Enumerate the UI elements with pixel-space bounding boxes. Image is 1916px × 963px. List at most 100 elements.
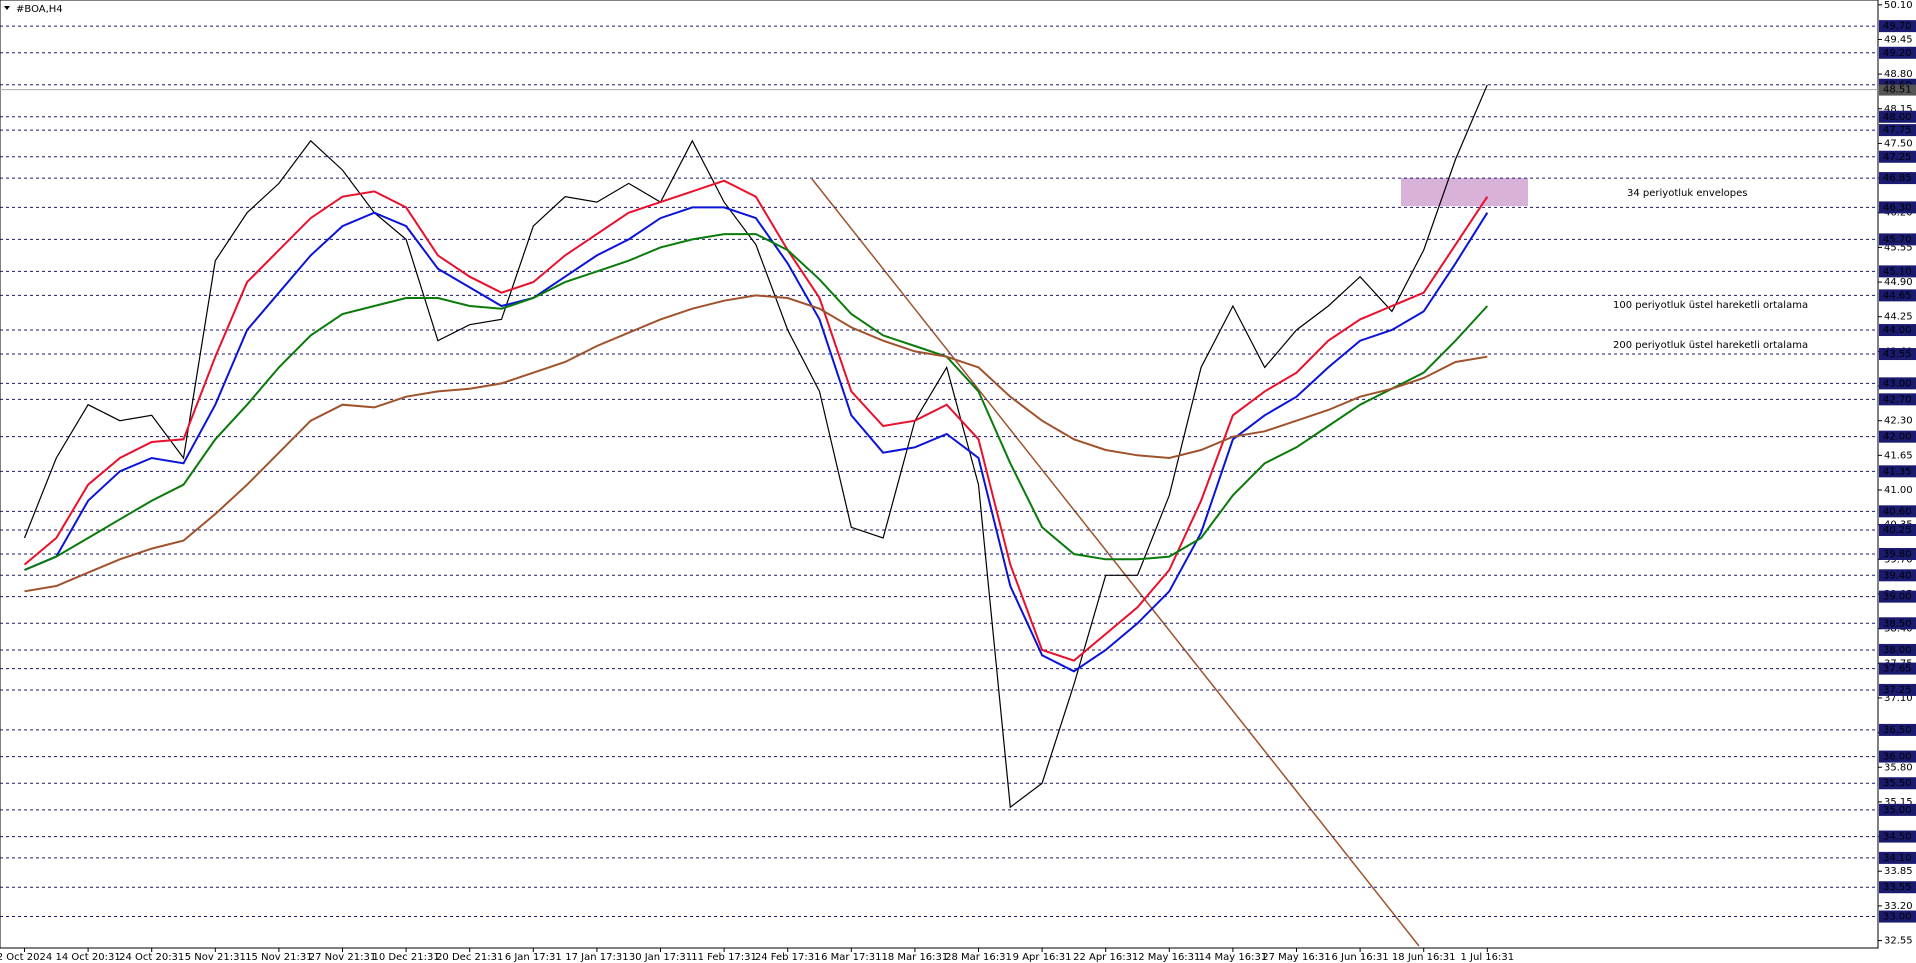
level-label: 49.20 [1883,48,1912,59]
y-tick-label: 41.65 [1884,450,1913,461]
level-label: 43.00 [1883,378,1912,389]
level-label: 36.00 [1883,752,1912,763]
level-label-box [1879,662,1916,675]
x-tick-label: 2 Oct 2024 [0,952,52,963]
menu-arrow [4,6,10,10]
indicator-line [23,179,1489,662]
level-label: 33.00 [1883,912,1912,923]
x-tick-label: 30 Jan 17:31 [629,952,692,963]
level-label: 47.75 [1883,125,1912,136]
level-label-box [1879,201,1916,214]
level-label: 45.70 [1883,234,1912,245]
current-price-box [1879,84,1916,96]
x-tick-label: 10 Dec 21:31 [372,952,439,963]
x-tick-label: 18 Jun 16:31 [1392,952,1456,963]
level-label: 44.00 [1883,325,1912,336]
level-label-box [1879,430,1916,443]
y-tick-label: 35.15 [1884,797,1913,808]
x-tick-label: 1 Jul 16:31 [1460,952,1514,963]
level-label-box [1879,324,1916,337]
level-label: 46.30 [1883,202,1912,213]
y-tick-label: 42.30 [1884,416,1913,427]
x-tick-label: 9 Apr 16:31 [1013,952,1072,963]
level-label: 34.10 [1883,853,1912,864]
level-label-box [1879,505,1916,518]
level-label-box [1879,683,1916,696]
level-label-box [1879,569,1916,582]
level-label: 40.60 [1883,506,1912,517]
current-price-label: 48.51 [1883,85,1912,96]
level-label-box [1879,377,1916,390]
level-label-box [1879,830,1916,843]
x-tick-label: 24 Feb 17:31 [755,952,821,963]
level-label-box [1879,851,1916,864]
level-label: 35.50 [1883,778,1912,789]
y-tick-label: 47.50 [1884,138,1913,149]
level-label-box [1879,523,1916,536]
level-label: 38.50 [1883,618,1912,629]
level-label-box [1879,46,1916,59]
level-label-box [1879,910,1916,923]
x-tick-label: 2 May 16:31 [1138,952,1200,963]
y-tick-label: 48.80 [1884,69,1913,80]
indicator-line [24,206,1489,673]
y-tick-label: 33.20 [1884,901,1913,912]
level-label-box [1879,547,1916,560]
level-label-box [1879,20,1916,33]
x-tick-label: 27 May 16:31 [1262,952,1331,963]
x-tick-label: 6 Jan 17:31 [505,952,562,963]
level-label: 45.10 [1883,266,1912,277]
level-label: 40.25 [1883,525,1912,536]
y-tick-label: 35.80 [1884,762,1913,773]
x-tick-label: 20 Dec 21:31 [436,952,503,963]
y-tick-label: 37.10 [1884,693,1913,704]
trend-line [811,178,1420,947]
x-tick-label: 6 Jun 16:31 [1332,952,1389,963]
price-line [23,84,1488,809]
x-tick-label: 14 May 16:31 [1199,952,1268,963]
x-tick-label: 14 Oct 20:31 [55,952,120,963]
y-tick-label: 48.15 [1884,104,1913,115]
level-label: 35.00 [1883,805,1912,816]
y-tick-label: 49.45 [1884,34,1913,45]
level-label-box [1879,393,1916,406]
x-tick-label: 6 Mar 17:31 [821,952,881,963]
x-tick-label: 18 Mar 16:31 [882,952,949,963]
plot-frame [0,0,1879,949]
indicator-line [24,294,1488,593]
level-label-box [1879,150,1916,163]
level-label: 34.50 [1883,832,1912,843]
x-tick-label: 24 Oct 20:31 [119,952,184,963]
x-tick-label: 27 Nov 21:31 [309,952,376,963]
indicator-line [24,233,1489,571]
level-label-box [1879,803,1916,816]
x-tick-label: 17 Jan 17:31 [565,952,628,963]
level-label-box [1879,124,1916,137]
x-tick-label: 11 Feb 17:31 [691,952,757,963]
y-tick-label: 50.10 [1884,0,1913,11]
x-tick-label: 22 Apr 16:31 [1073,952,1138,963]
level-label: 37.65 [1883,664,1912,675]
y-tick-label: 32.55 [1884,936,1913,947]
level-label: 46.85 [1883,173,1912,184]
level-label: 43.55 [1883,349,1912,360]
level-label-box [1879,881,1916,894]
level-label: 41.35 [1883,466,1912,477]
level-label: 36.50 [1883,725,1912,736]
x-tick-label: 5 Nov 21:31 [185,952,246,963]
y-tick-label: 45.55 [1884,242,1913,253]
level-label-box [1879,110,1916,123]
annotation: 34 periyotluk envelopes [1627,188,1748,199]
annotation: 200 periyotluk üstel hareketli ortalama [1613,340,1808,351]
level-label-box [1879,723,1916,736]
annotation: 100 periyotluk üstel hareketli ortalama [1613,300,1808,311]
y-tick-label: 44.90 [1884,277,1913,288]
level-label: 39.40 [1883,570,1912,581]
level-label-box [1879,777,1916,790]
level-label: 37.25 [1883,685,1912,696]
level-label-box [1879,590,1916,603]
level-label-box [1879,172,1916,185]
level-label-box [1879,465,1916,478]
level-label: 42.00 [1883,432,1912,443]
